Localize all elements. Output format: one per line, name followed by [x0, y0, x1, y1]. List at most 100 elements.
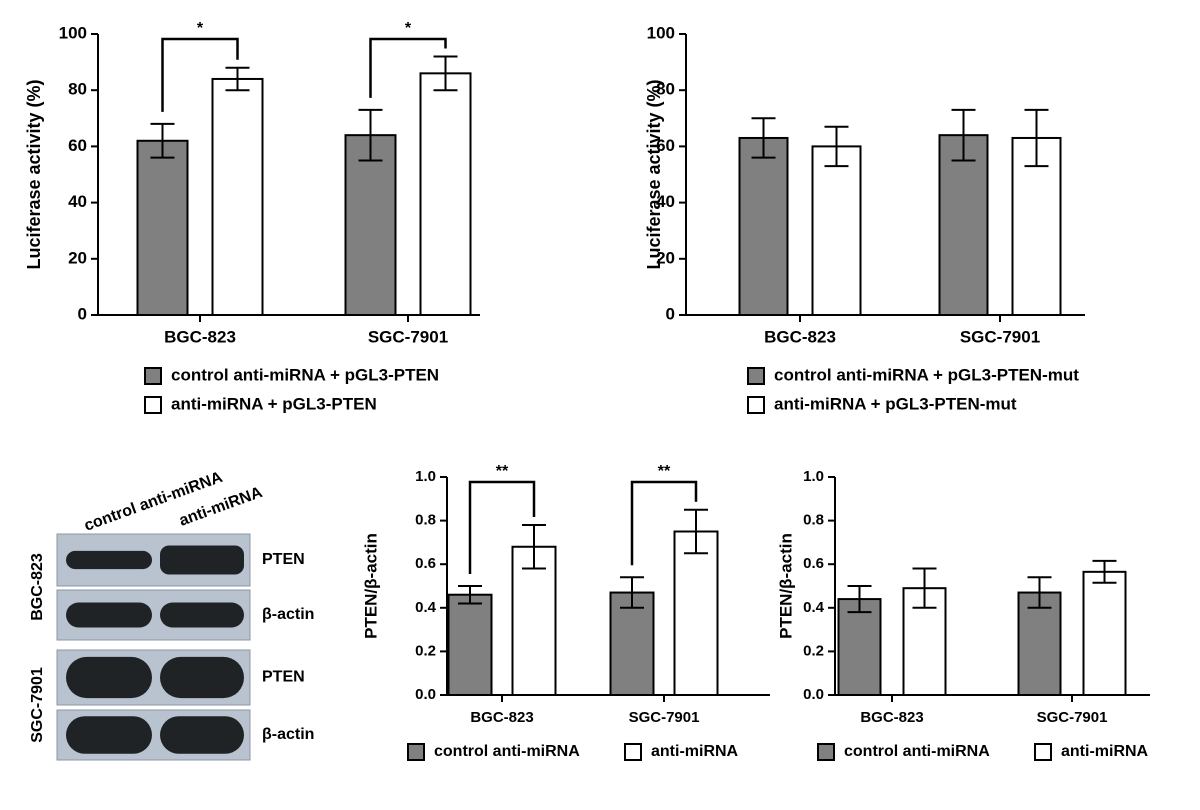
- y-tick-label: 0.6: [415, 555, 436, 572]
- x-tick-label: BGC-823: [764, 327, 836, 346]
- x-tick-label: BGC-823: [860, 709, 923, 726]
- error-bar: [225, 66, 250, 92]
- y-tick-label: 20: [68, 248, 87, 267]
- blot-row-label: PTEN: [262, 669, 305, 686]
- x-tick-label: SGC-7901: [368, 327, 448, 346]
- x-tick-label: BGC-823: [164, 327, 236, 346]
- bar: [938, 134, 989, 316]
- y-tick-label: 80: [68, 80, 87, 99]
- significance-label: **: [658, 463, 671, 480]
- significance-label: *: [405, 20, 412, 37]
- bar: [511, 545, 557, 697]
- legend-swatch: [747, 396, 765, 414]
- error-bar: [1092, 559, 1117, 584]
- blot-band: [66, 550, 152, 570]
- y-tick-label: 1.0: [803, 468, 824, 485]
- y-tick-label: 0.0: [803, 686, 824, 703]
- x-tick-label: SGC-7901: [960, 327, 1040, 346]
- legend-label: anti-miRNA: [1061, 743, 1149, 760]
- y-tick-label: 100: [647, 23, 675, 42]
- blot-band: [160, 545, 244, 575]
- legend-swatch: [144, 396, 162, 414]
- bar: [419, 72, 472, 316]
- bar: [738, 136, 789, 316]
- error-bar: [751, 117, 776, 159]
- bar: [1017, 591, 1062, 696]
- blot-band: [160, 716, 244, 754]
- legend-swatch: [144, 367, 162, 385]
- blot-band: [160, 602, 244, 628]
- blot-band: [160, 656, 244, 699]
- y-tick-label: 20: [656, 248, 675, 267]
- significance-bracket: [369, 37, 447, 98]
- blot-group-label: BGC-823: [29, 553, 46, 621]
- x-tick-label: BGC-823: [470, 709, 533, 726]
- significance-label: **: [496, 463, 509, 480]
- legend-label: anti-miRNA: [651, 743, 739, 760]
- y-axis-label: PTEN/β-actin: [776, 533, 795, 639]
- legend-swatch: [624, 743, 642, 761]
- y-tick-label: 0.2: [415, 642, 436, 659]
- y-tick-label: 80: [656, 80, 675, 99]
- error-bar: [1027, 576, 1052, 609]
- blot-row-label: β-actin: [262, 606, 314, 623]
- legend-label: anti-miRNA + pGL3-PTEN-mut: [774, 394, 1017, 413]
- blot-column-label: control anti-miRNA: [82, 469, 225, 535]
- y-tick-label: 40: [656, 192, 675, 211]
- y-tick-label: 40: [68, 192, 87, 211]
- blot-band: [66, 656, 152, 699]
- error-bar: [847, 585, 872, 614]
- y-tick-label: 0.8: [803, 512, 824, 529]
- error-bar: [358, 108, 383, 162]
- y-axis-label: Luciferase activity (%): [644, 79, 664, 269]
- y-tick-label: 0: [78, 304, 87, 323]
- error-bar: [684, 508, 708, 555]
- significance-bracket: [161, 37, 239, 112]
- y-axis-label: Luciferase activity (%): [24, 79, 44, 269]
- legend-label: control anti-miRNA + pGL3-PTEN: [171, 365, 439, 384]
- y-tick-label: 0.4: [803, 599, 825, 616]
- bar: [811, 145, 862, 316]
- error-bar: [458, 585, 482, 605]
- blot-group-label: SGC-7901: [29, 667, 46, 743]
- bar: [211, 77, 264, 316]
- y-tick-label: 1.0: [415, 468, 436, 485]
- bar: [447, 593, 493, 696]
- error-bar: [824, 125, 849, 168]
- error-bar: [150, 122, 175, 159]
- blot-band: [66, 602, 152, 628]
- bar: [1082, 570, 1127, 697]
- legend-swatch: [407, 743, 425, 761]
- blot-band: [66, 716, 152, 754]
- x-tick-label: SGC-7901: [1037, 709, 1108, 726]
- legend-swatch: [1034, 743, 1052, 761]
- error-bar: [433, 55, 458, 92]
- legend-swatch: [817, 743, 835, 761]
- error-bar: [1024, 108, 1049, 168]
- bar: [609, 591, 655, 696]
- legend-label: control anti-miRNA + pGL3-PTEN-mut: [774, 365, 1079, 384]
- y-tick-label: 0.8: [415, 512, 436, 529]
- y-axis-label: PTEN/β-actin: [361, 533, 380, 639]
- y-tick-label: 0.2: [803, 642, 824, 659]
- blot-row-label: β-actin: [262, 726, 314, 743]
- legend-label: anti-miRNA + pGL3-PTEN: [171, 394, 377, 413]
- y-tick-label: 0: [666, 304, 675, 323]
- legend-label: control anti-miRNA: [844, 743, 990, 760]
- blot-row-label: PTEN: [262, 551, 305, 568]
- bar: [136, 139, 189, 316]
- significance-label: *: [197, 20, 204, 37]
- legend-label: control anti-miRNA: [434, 743, 580, 760]
- y-tick-label: 60: [68, 136, 87, 155]
- legend-swatch: [747, 367, 765, 385]
- y-tick-label: 0.0: [415, 686, 436, 703]
- y-tick-label: 0.6: [803, 555, 824, 572]
- error-bar: [912, 567, 937, 609]
- y-tick-label: 0.4: [415, 599, 437, 616]
- error-bar: [522, 523, 546, 570]
- error-bar: [951, 108, 976, 162]
- error-bar: [620, 576, 644, 609]
- bar: [673, 530, 719, 696]
- bar: [837, 598, 882, 697]
- x-tick-label: SGC-7901: [629, 709, 700, 726]
